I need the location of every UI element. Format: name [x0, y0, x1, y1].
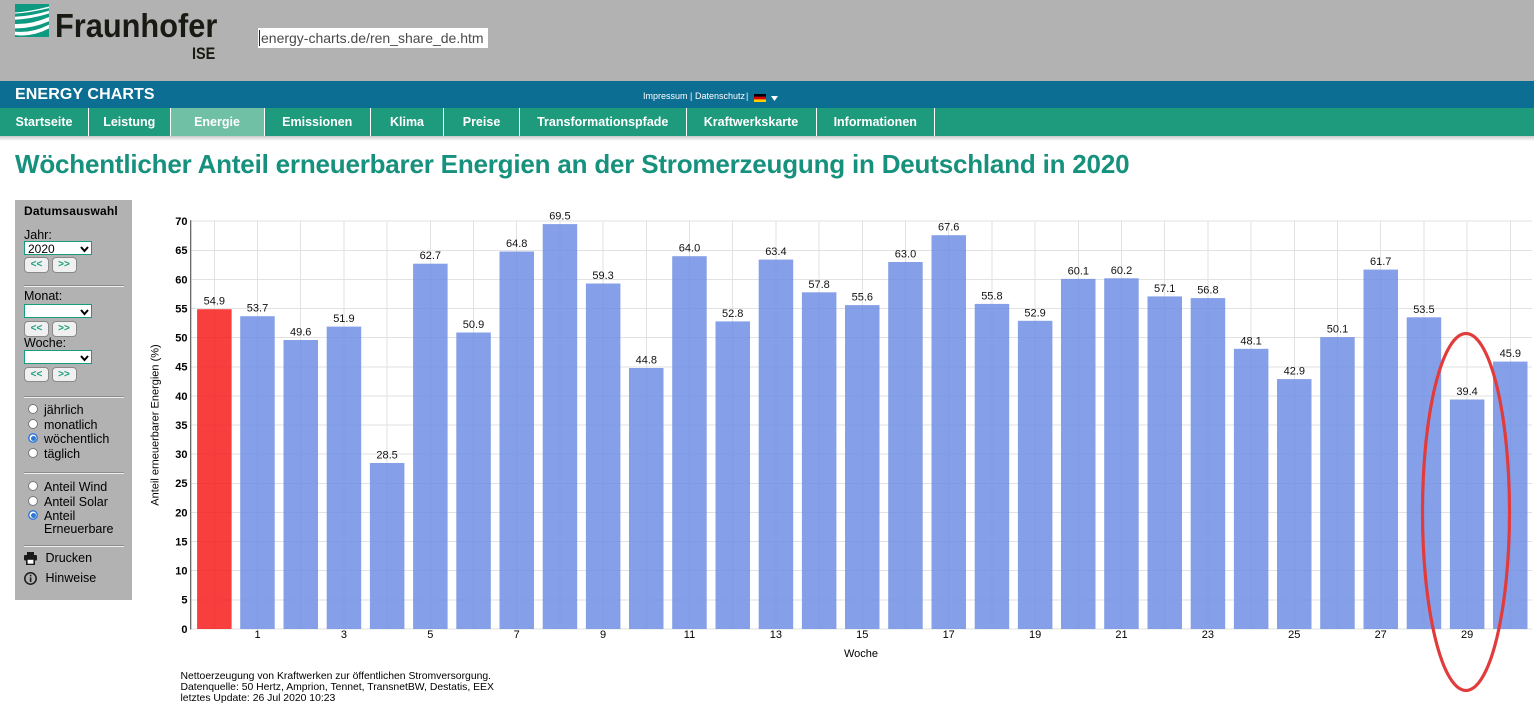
svg-text:9: 9 — [600, 629, 606, 641]
svg-text:61.7: 61.7 — [1370, 256, 1391, 268]
svg-text:48.1: 48.1 — [1240, 335, 1261, 347]
svg-text:1: 1 — [254, 629, 260, 641]
svg-text:70: 70 — [175, 216, 187, 228]
svg-text:50.9: 50.9 — [463, 319, 484, 331]
svg-text:57.8: 57.8 — [808, 279, 829, 291]
svg-text:5: 5 — [427, 629, 433, 641]
svg-text:35: 35 — [175, 420, 187, 432]
svg-text:25: 25 — [1288, 629, 1300, 641]
svg-text:56.8: 56.8 — [1197, 285, 1218, 297]
svg-text:42.9: 42.9 — [1284, 366, 1305, 378]
svg-text:60.2: 60.2 — [1111, 265, 1132, 277]
svg-text:59.3: 59.3 — [592, 270, 613, 282]
svg-text:Anteil erneuerbarer Energien (: Anteil erneuerbarer Energien (%) — [150, 344, 162, 505]
svg-text:60: 60 — [175, 274, 187, 286]
svg-text:10: 10 — [175, 566, 187, 578]
svg-text:50.1: 50.1 — [1327, 324, 1348, 336]
svg-text:20: 20 — [175, 507, 187, 519]
svg-text:11: 11 — [684, 629, 695, 641]
svg-text:69.5: 69.5 — [549, 211, 570, 223]
svg-text:25: 25 — [175, 478, 187, 490]
svg-text:0: 0 — [181, 624, 187, 636]
svg-text:52.8: 52.8 — [722, 308, 743, 320]
svg-text:55.8: 55.8 — [981, 290, 1002, 302]
svg-text:13: 13 — [770, 629, 782, 641]
svg-text:39.4: 39.4 — [1456, 386, 1477, 398]
svg-text:52.9: 52.9 — [1024, 307, 1045, 319]
svg-text:51.9: 51.9 — [333, 313, 354, 325]
svg-text:64.8: 64.8 — [506, 238, 527, 250]
svg-text:60.1: 60.1 — [1068, 265, 1089, 277]
svg-text:28.5: 28.5 — [376, 450, 397, 462]
svg-text:54.9: 54.9 — [204, 296, 225, 308]
svg-text:17: 17 — [943, 629, 955, 641]
svg-text:21: 21 — [1115, 629, 1127, 641]
svg-text:55: 55 — [175, 303, 187, 315]
svg-text:40: 40 — [175, 391, 187, 403]
svg-text:45.9: 45.9 — [1500, 348, 1521, 360]
svg-text:27: 27 — [1375, 629, 1387, 641]
svg-text:65: 65 — [175, 245, 187, 257]
svg-text:53.7: 53.7 — [247, 303, 268, 315]
svg-text:7: 7 — [514, 629, 520, 641]
svg-text:45: 45 — [175, 362, 187, 374]
svg-text:15: 15 — [856, 629, 868, 641]
svg-text:23: 23 — [1202, 629, 1214, 641]
svg-text:29: 29 — [1461, 629, 1473, 641]
svg-text:57.1: 57.1 — [1154, 283, 1175, 295]
svg-text:55.6: 55.6 — [852, 292, 873, 304]
svg-text:63.0: 63.0 — [895, 249, 916, 261]
svg-text:62.7: 62.7 — [420, 250, 441, 262]
svg-text:63.4: 63.4 — [765, 246, 786, 258]
svg-text:50: 50 — [175, 333, 187, 345]
svg-text:19: 19 — [1029, 629, 1041, 641]
svg-text:15: 15 — [175, 536, 187, 548]
svg-text:30: 30 — [175, 449, 187, 461]
svg-text:53.5: 53.5 — [1413, 304, 1434, 316]
svg-text:64.0: 64.0 — [679, 243, 700, 255]
svg-text:5: 5 — [181, 595, 187, 607]
svg-text:67.6: 67.6 — [938, 222, 959, 234]
svg-text:49.6: 49.6 — [290, 327, 311, 339]
svg-text:3: 3 — [341, 629, 347, 641]
svg-text:44.8: 44.8 — [636, 355, 657, 367]
svg-text:Woche: Woche — [844, 648, 878, 660]
